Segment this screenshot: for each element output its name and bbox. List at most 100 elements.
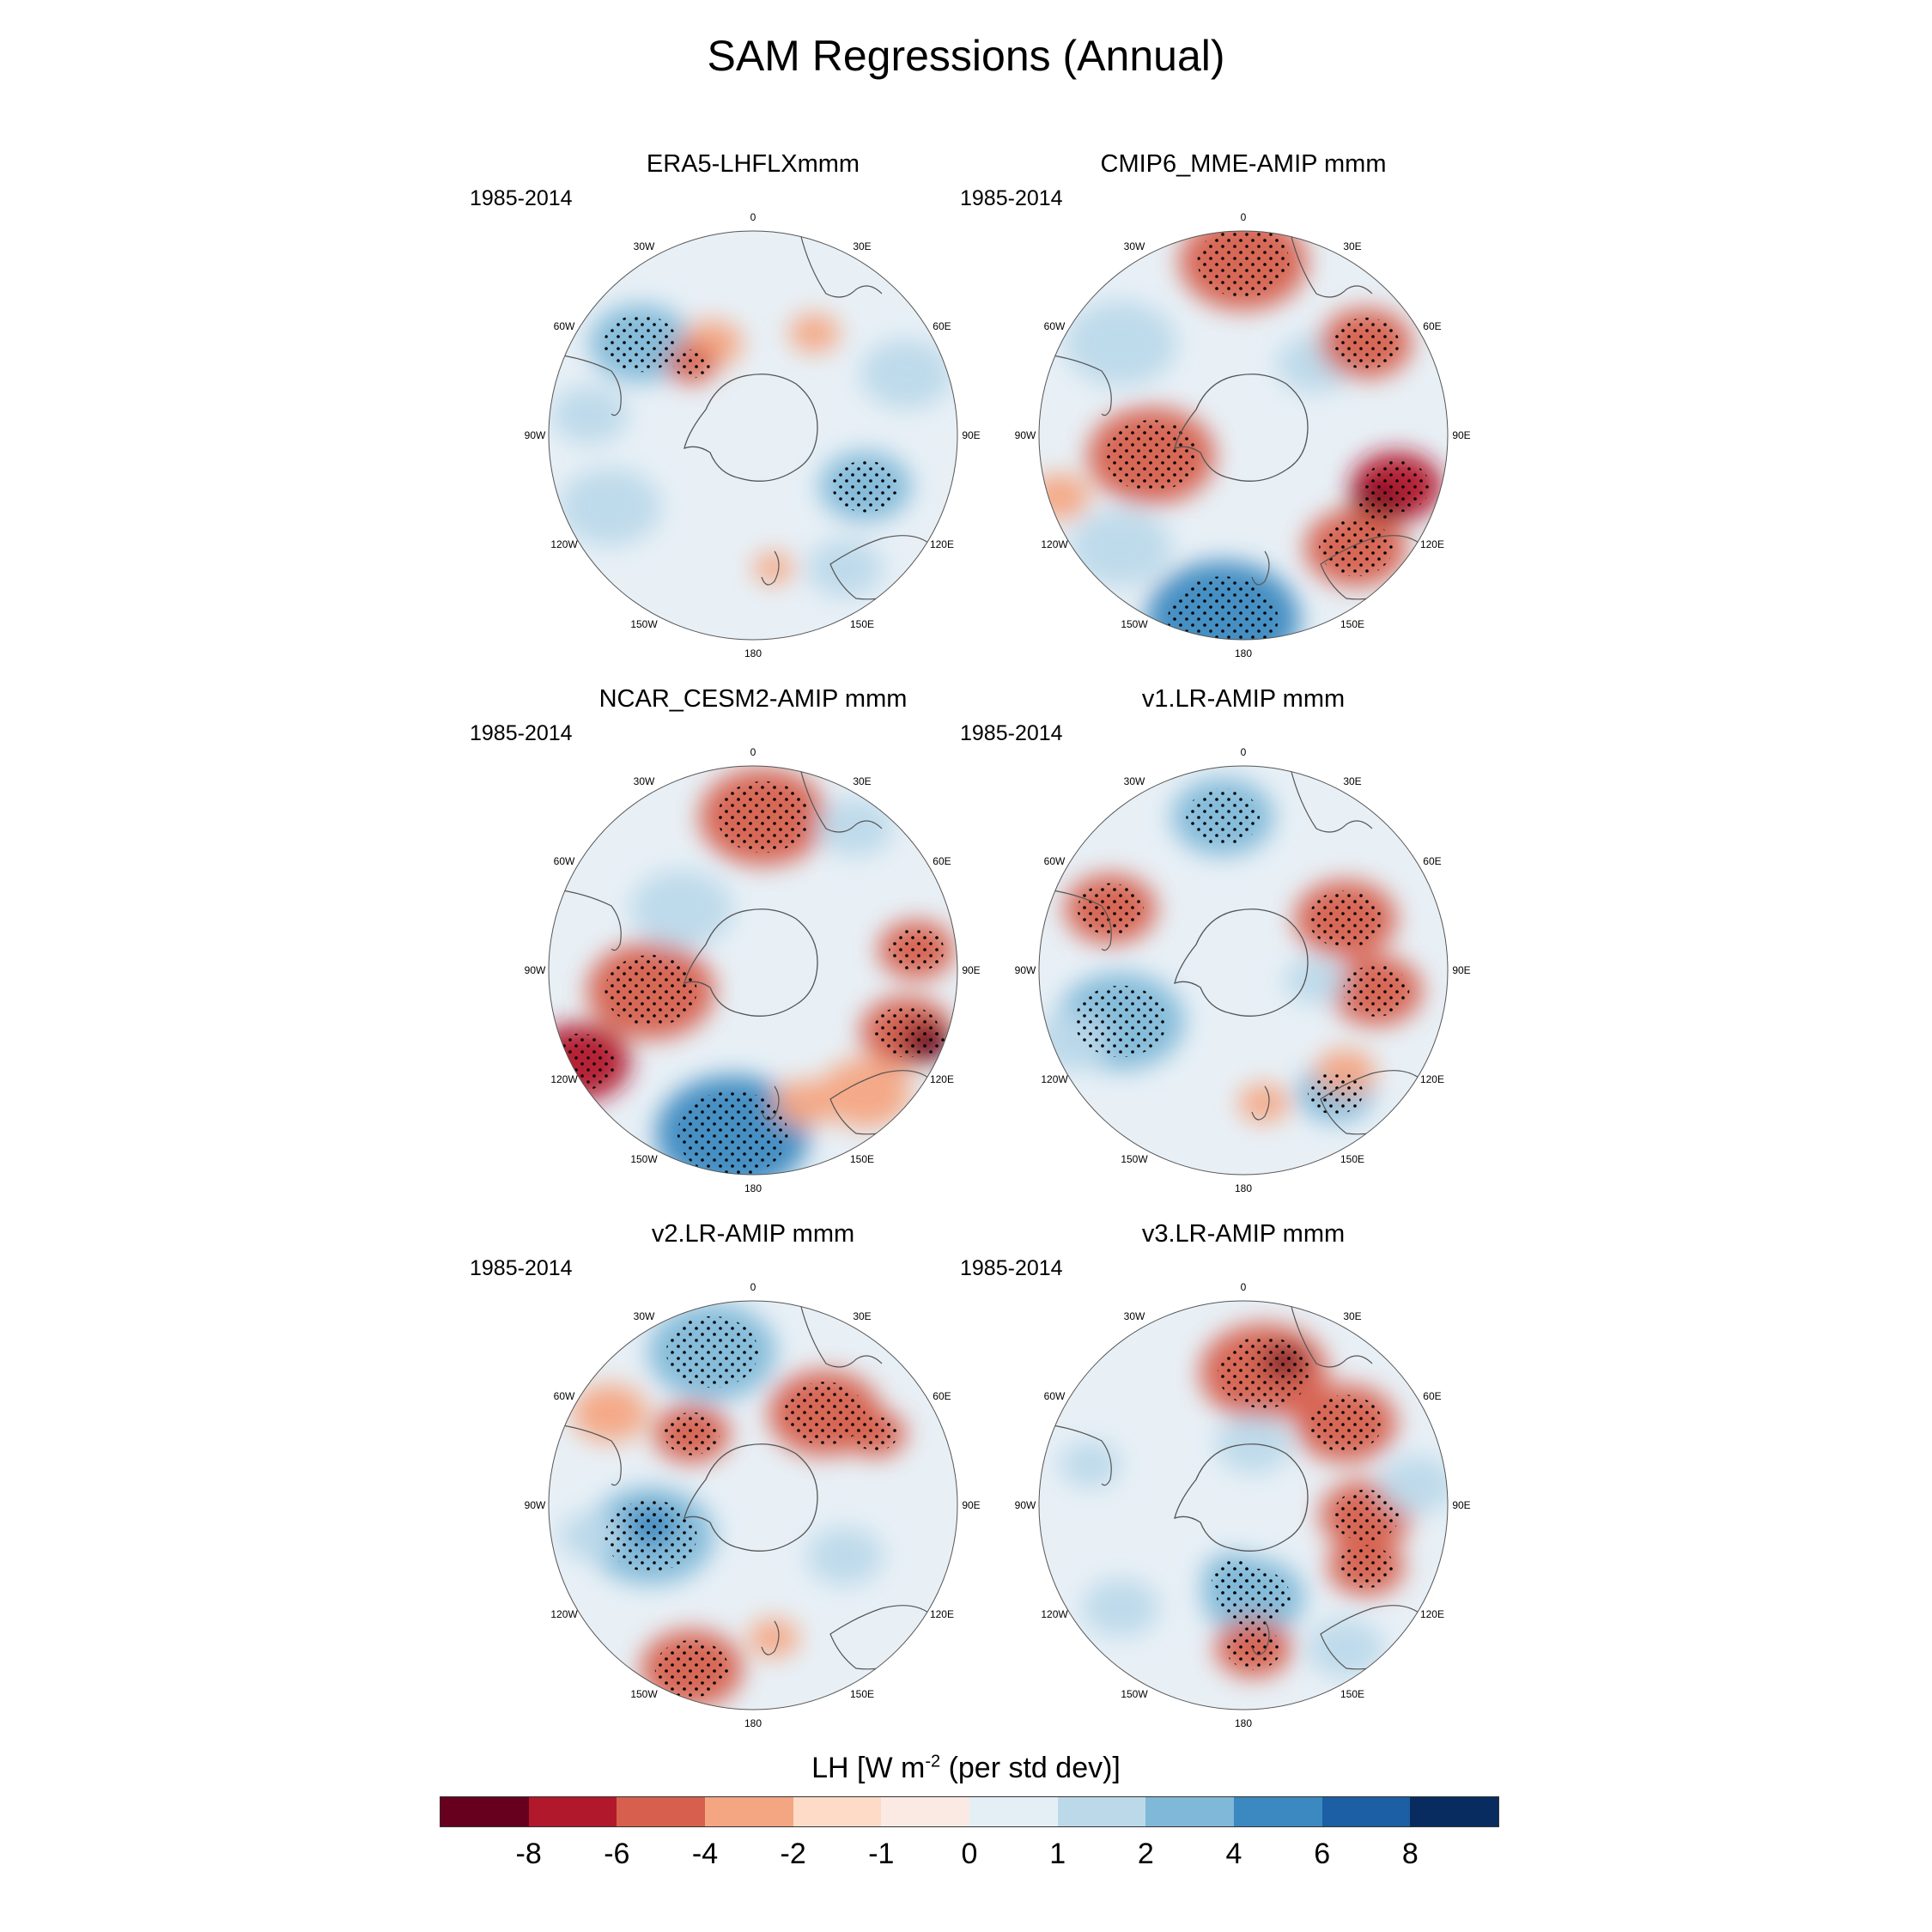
significance-stipple	[1338, 1545, 1394, 1589]
panel-period: 1985-2014	[960, 721, 1063, 745]
panel-period: 1985-2014	[470, 721, 573, 745]
longitude-label: 60E	[933, 855, 951, 867]
significance-stipple	[665, 1315, 758, 1388]
anomaly-region	[817, 798, 894, 857]
longitude-label: 90W	[525, 964, 546, 976]
longitude-label: 30E	[1343, 1310, 1361, 1322]
longitude-label: 180	[744, 647, 762, 659]
longitude-label: 30W	[1124, 1310, 1145, 1322]
anomaly-region	[571, 1383, 649, 1443]
longitude-label: 90E	[1452, 1499, 1470, 1511]
colorbar-box	[617, 1797, 706, 1826]
longitude-label: 30E	[853, 775, 871, 787]
antarctica-coastline	[683, 1443, 818, 1552]
panel-title: v2.LR-AMIP mmm	[651, 1220, 855, 1248]
map-panel-v2-lr: v2.LR-AMIP mmm 1985-2014 0 30E 60E 90E 120E 1…	[470, 1220, 993, 1746]
longitude-label: 60W	[1044, 320, 1066, 332]
map-field	[549, 1301, 957, 1710]
map-boundary	[548, 230, 958, 641]
significance-stipple	[604, 314, 677, 373]
longitude-label: 150W	[1121, 1153, 1148, 1165]
longitude-label: 60E	[933, 320, 951, 332]
significance-stipple	[1343, 964, 1410, 1017]
longitude-label: 150E	[1340, 1153, 1364, 1165]
anomaly-region	[860, 338, 953, 410]
significance-stipple	[1105, 420, 1198, 492]
significance-stipple	[1307, 1071, 1364, 1115]
continent-coastline	[1041, 888, 1112, 951]
significance-stipple	[677, 1091, 788, 1175]
longitude-label: 150W	[1121, 618, 1148, 630]
anomaly-region	[630, 870, 733, 948]
significance-stipple	[889, 928, 945, 972]
colorbar-tick-label: -6	[604, 1838, 630, 1870]
colorbar-box	[1410, 1797, 1499, 1826]
colorbar-box	[705, 1797, 793, 1826]
significance-stipple	[673, 349, 711, 379]
significance-stipple	[1333, 317, 1400, 369]
anomaly-region	[1039, 473, 1091, 520]
anomaly-region	[1064, 301, 1177, 386]
map-field	[1039, 766, 1448, 1175]
longitude-label: 180	[744, 1182, 762, 1194]
longitude-label: 120W	[550, 1608, 578, 1620]
continent-coastline	[1251, 550, 1270, 586]
panel-period: 1985-2014	[470, 1256, 573, 1280]
longitude-label: 120E	[1420, 538, 1444, 550]
longitude-label: 30E	[1343, 775, 1361, 787]
significance-stipple	[632, 1511, 670, 1540]
map-field	[1039, 231, 1448, 640]
longitude-label: 0	[1241, 746, 1247, 758]
map-field	[549, 766, 957, 1175]
longitude-label: 120E	[1420, 1608, 1444, 1620]
anomaly-region	[773, 1079, 835, 1127]
significance-stipple	[1333, 1489, 1400, 1541]
anomaly-region	[1284, 957, 1346, 1005]
anomaly-region	[1069, 508, 1172, 587]
longitude-label: 150W	[630, 1153, 658, 1165]
longitude-label: 30W	[1124, 240, 1145, 252]
longitude-label: 30W	[1124, 775, 1145, 787]
longitude-label: 30E	[853, 240, 871, 252]
colorbar-tick-label: 1	[1049, 1838, 1066, 1870]
longitude-label: 60W	[554, 855, 575, 867]
colorbar-box	[440, 1797, 529, 1826]
significance-stipple	[1309, 890, 1382, 948]
continent-coastline	[550, 888, 622, 951]
longitude-label: 150W	[630, 618, 658, 630]
colorbar-box	[1321, 1797, 1411, 1826]
longitude-label: 180	[1235, 1182, 1252, 1194]
longitude-label: 180	[1235, 647, 1252, 659]
longitude-label: 90W	[1015, 429, 1036, 441]
continent-coastline	[1251, 1085, 1270, 1121]
map-boundary	[1038, 1300, 1449, 1710]
longitude-label: 120W	[550, 1073, 578, 1085]
longitude-label: 90W	[525, 1499, 546, 1511]
longitude-label: 150E	[850, 1688, 874, 1700]
longitude-label: 30W	[634, 240, 655, 252]
longitude-label: 150E	[850, 618, 874, 630]
significance-stipple	[832, 460, 899, 513]
significance-stipple	[784, 1382, 866, 1445]
polar-map: 0 30E 60E 90E 120E 150E 180 150W 120W 90W 60W 30W	[525, 746, 981, 1194]
colorbar-title: LH [W m-2 (per std dev)]	[0, 1752, 1932, 1785]
map-panel-cmip6-mme: CMIP6_MME-AMIP mmm 1985-2014 0 30E 60E 90E 1…	[960, 150, 1484, 676]
colorbar-tick-label: -2	[780, 1838, 806, 1870]
map-panel-ncar-cesm2: NCAR_CESM2-AMIP mmm 1985-2014 0 30E 60E 90E…	[470, 685, 993, 1211]
colorbar-tick-label: -1	[868, 1838, 895, 1870]
longitude-label: 150E	[1340, 1688, 1364, 1700]
continent-coastline	[550, 1423, 622, 1486]
longitude-label: 30E	[853, 1310, 871, 1322]
longitude-label: 60W	[1044, 855, 1066, 867]
longitude-label: 150W	[630, 1688, 658, 1700]
longitude-label: 120W	[1041, 1073, 1068, 1085]
significance-stipple	[1269, 1351, 1299, 1374]
significance-stipple	[1211, 1559, 1255, 1595]
panel-title: ERA5-LHFLXmmm	[646, 150, 860, 178]
longitude-label: 90W	[525, 429, 546, 441]
longitude-label: 120E	[930, 1073, 954, 1085]
continent-coastline	[1041, 353, 1112, 416]
longitude-label: 90W	[1015, 1499, 1036, 1511]
continent-coastline	[1290, 1303, 1373, 1368]
anomaly-region	[753, 552, 794, 584]
